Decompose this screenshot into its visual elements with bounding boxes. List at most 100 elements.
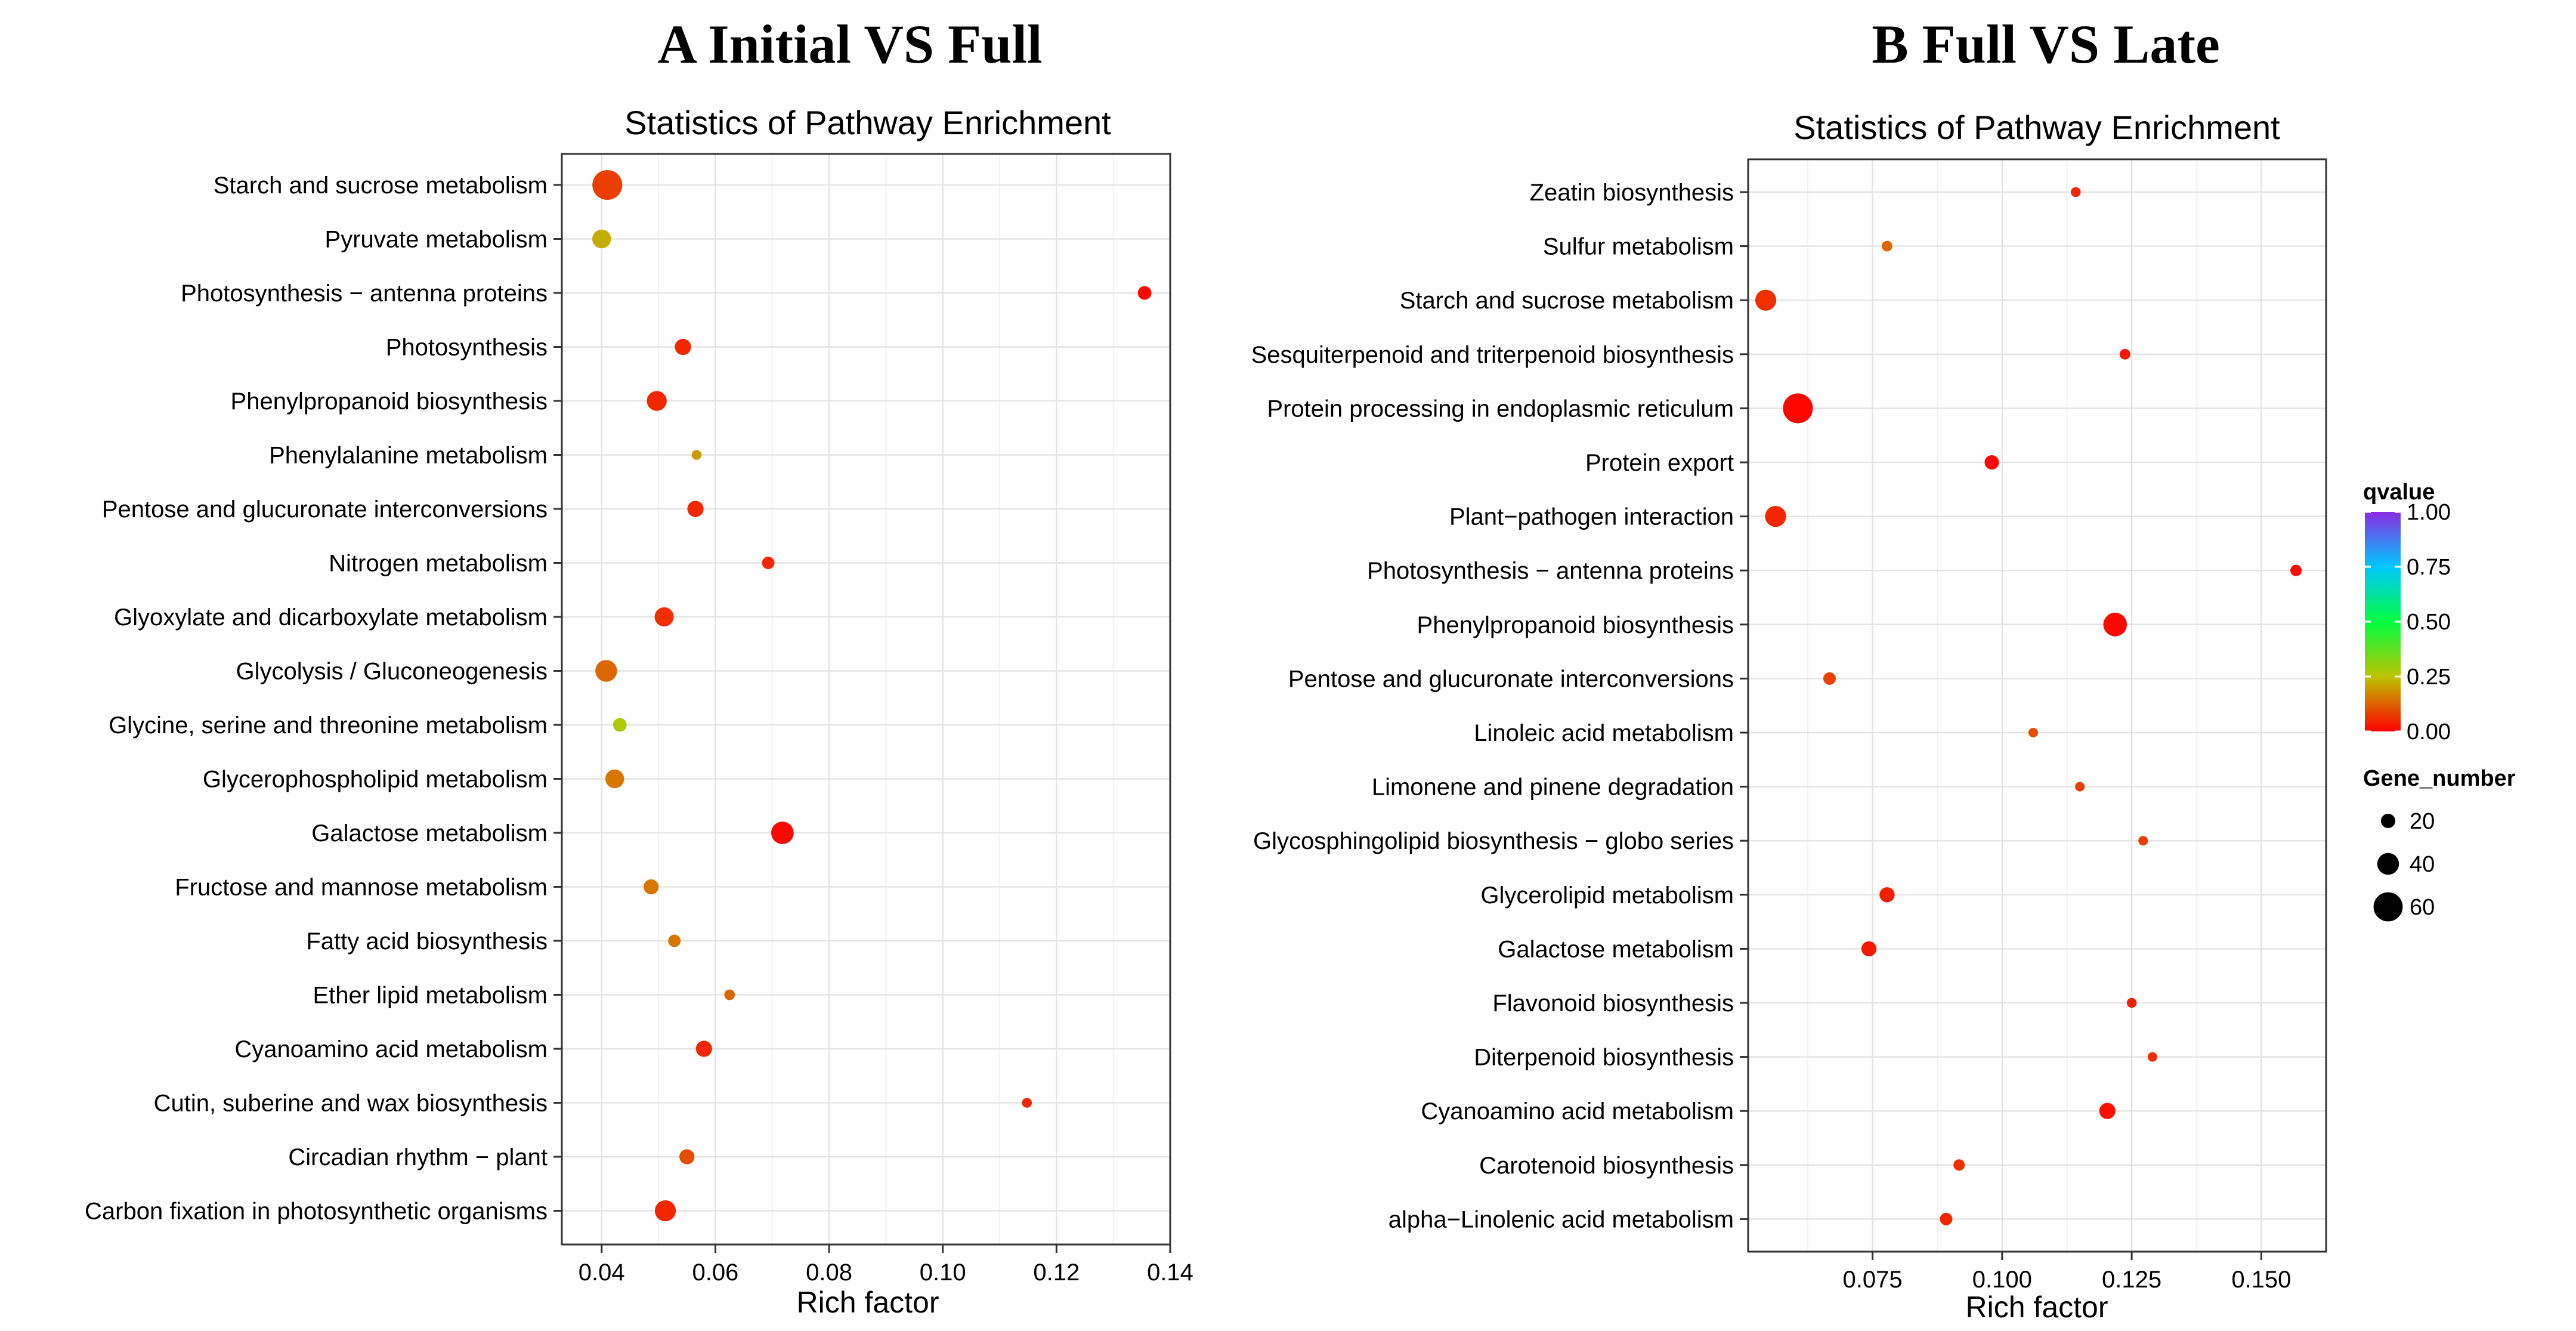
panel-b-x-axis-title: Rich factor [1966, 1290, 2108, 1324]
y-tick-label: Nitrogen metabolism [329, 551, 548, 577]
data-point [1823, 672, 1836, 685]
y-tick-label: Photosynthesis − antenna proteins [1367, 558, 1734, 584]
qvalue-tick-label: 0.50 [2407, 610, 2451, 635]
data-point [1137, 286, 1152, 300]
data-point [771, 822, 794, 844]
y-tick-label: Glycolysis / Gluconeogenesis [236, 659, 548, 685]
data-point [2028, 728, 2038, 737]
y-tick-label: Starch and sucrose metabolism [1400, 288, 1734, 314]
x-tick-label: 0.04 [579, 1259, 625, 1286]
data-point [592, 229, 611, 249]
data-point [2147, 1052, 2157, 1062]
y-tick-label: Photosynthesis [386, 335, 548, 361]
y-tick-label: alpha−Linolenic acid metabolism [1388, 1206, 1734, 1233]
qvalue-tick-label: 0.75 [2407, 555, 2451, 580]
data-point [1879, 887, 1895, 903]
data-point [668, 934, 681, 947]
data-point [2138, 836, 2148, 846]
data-point [644, 879, 659, 895]
data-point [2099, 1103, 2116, 1119]
x-tick-label: 0.100 [1972, 1267, 2032, 1293]
y-tick-label: Glycerophospholipid metabolism [203, 767, 548, 793]
data-point [687, 501, 704, 517]
gene-number-key [2377, 853, 2399, 875]
data-point [2103, 613, 2127, 637]
data-point [1755, 289, 1777, 311]
x-tick-label: 0.075 [1843, 1267, 1903, 1293]
panel-a-x-axis-title: Rich factor [797, 1286, 939, 1319]
y-tick-label: Carbon fixation in photosynthetic organi… [85, 1199, 548, 1225]
qvalue-tick-label: 0.25 [2407, 665, 2451, 690]
panel-a-plot-title: Statistics of Pathway Enrichment [624, 104, 1111, 141]
data-point [762, 557, 775, 569]
y-tick-label: Cyanoamino acid metabolism [1421, 1098, 1734, 1125]
panel-a-plot: Starch and sucrose metabolism Pyruvate me… [85, 153, 1193, 1286]
data-point [613, 718, 627, 732]
data-point [1953, 1159, 1965, 1171]
panel-a: A Initial VS Full Statistics of Pathway … [85, 14, 1193, 1319]
y-tick-label: Linoleic acid metabolism [1474, 720, 1734, 746]
data-point [2119, 348, 2130, 360]
data-point [1861, 941, 1877, 957]
qvalue-ticks: 1.00 0.75 0.50 0.25 0.00 [2365, 500, 2451, 745]
plot-background [1748, 159, 2326, 1252]
data-point [675, 338, 691, 356]
y-tick-label: Diterpenoid biosynthesis [1474, 1045, 1734, 1071]
data-point [724, 989, 735, 1000]
qvalue-tick-label: 1.00 [2407, 500, 2451, 525]
panel-b-plot: Zeatin biosynthesis Sulfur metabolism Star… [1251, 158, 2327, 1293]
y-tick-label: Phenylpropanoid biosynthesis [1417, 612, 1734, 638]
gene-number-label: 60 [2410, 895, 2435, 920]
x-tick-label: 0.06 [692, 1259, 738, 1286]
y-tick-label: Phenylalanine metabolism [269, 443, 548, 469]
data-point [695, 1040, 712, 1057]
data-point [654, 607, 674, 627]
x-tick-label: 0.14 [1147, 1259, 1193, 1286]
data-point [2290, 564, 2302, 576]
data-point [691, 450, 702, 460]
y-tick-label: Pyruvate metabolism [325, 227, 548, 253]
y-tick-label: Ether lipid metabolism [313, 983, 548, 1009]
gene-number-legend-title: Gene_number [2363, 766, 2516, 791]
plot-frame [1747, 158, 2327, 1253]
gene-number-legend: 20 40 60 [2373, 809, 2435, 922]
data-point [2075, 782, 2085, 792]
data-point [605, 769, 624, 789]
data-point [1765, 505, 1786, 527]
y-tick-label: Sulfur metabolism [1543, 234, 1734, 260]
plot-background [562, 154, 1170, 1244]
y-tick-label: Starch and sucrose metabolism [214, 172, 548, 199]
data-point [1881, 240, 1892, 252]
qvalue-legend-title: qvalue [2363, 480, 2435, 505]
y-tick-label: Carotenoid biosynthesis [1479, 1153, 1734, 1179]
panel-b-title: B Full VS Late [1872, 14, 2220, 75]
x-tick-label: 0.12 [1033, 1259, 1080, 1286]
y-tick-label: Zeatin biosynthesis [1530, 180, 1734, 206]
y-tick-label: Pentose and glucuronate interconversions [102, 496, 548, 523]
y-tick-label: Glyoxylate and dicarboxylate metabolism [114, 604, 548, 631]
data-point [2070, 187, 2081, 197]
y-tick-label: Fructose and mannose metabolism [175, 875, 548, 901]
data-point [1984, 455, 1999, 470]
y-tick-label: Cyanoamino acid metabolism [234, 1036, 548, 1063]
y-tick-label: Phenylpropanoid biosynthesis [231, 388, 548, 415]
gene-number-label: 40 [2410, 852, 2435, 877]
data-point [2126, 998, 2137, 1008]
y-tick-label: Galactose metabolism [311, 820, 548, 847]
data-point [1022, 1098, 1032, 1108]
data-point [647, 391, 667, 411]
x-tick-label: 0.125 [2102, 1267, 2161, 1293]
plot-frame [561, 153, 1171, 1246]
panel-b: B Full VS Late Statistics of Pathway Enr… [1251, 14, 2327, 1324]
y-tick-label: Protein export [1585, 450, 1734, 476]
x-tick-label: 0.08 [806, 1259, 852, 1286]
data-point [654, 1200, 676, 1222]
legend: qvalue 1.000.750.500.250.00 Gene_number … [2363, 480, 2516, 922]
y-tick-label: Plant−pathogen interaction [1449, 504, 1734, 530]
y-tick-label: Glycerolipid metabolism [1480, 882, 1734, 909]
panel-a-title: A Initial VS Full [657, 14, 1042, 75]
gene-number-label: 20 [2410, 809, 2435, 834]
y-tick-label: Circadian rhythm − plant [288, 1144, 548, 1171]
y-tick-label: Fatty acid biosynthesis [306, 928, 548, 955]
